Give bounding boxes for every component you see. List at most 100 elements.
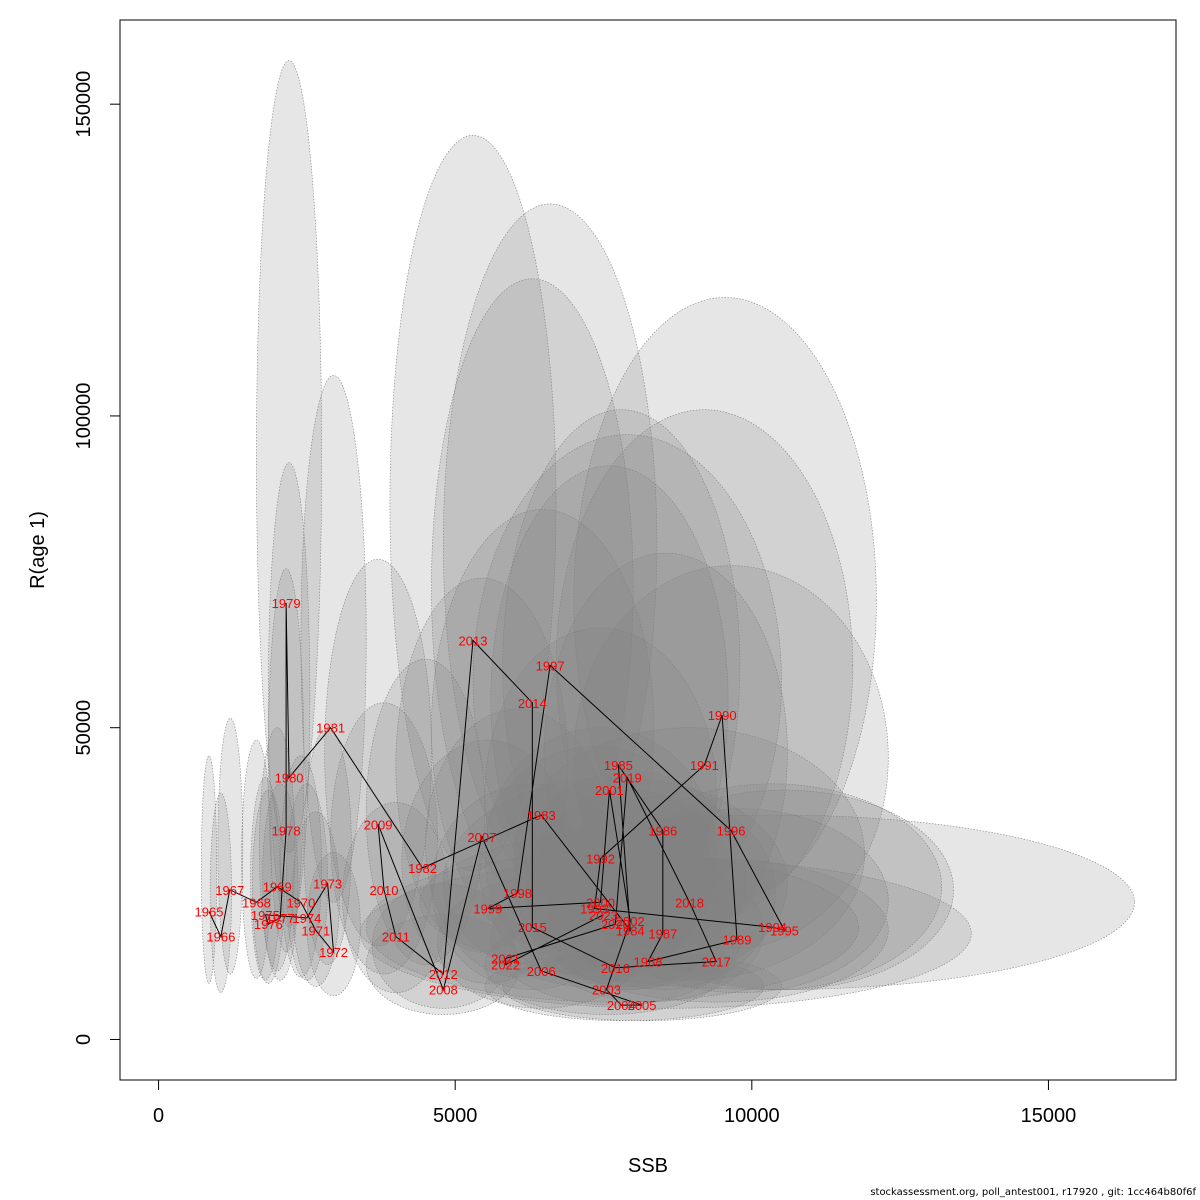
point-label-2001: 2001 [595, 783, 624, 798]
confidence-ellipse-2022 [359, 858, 972, 1009]
point-label-2004: 2004 [607, 998, 636, 1013]
confidence-ellipse-1965 [200, 755, 218, 984]
point-label-2009: 2009 [364, 817, 393, 832]
point-label-1981: 1981 [316, 721, 345, 736]
confidence-ellipse-1974 [285, 783, 328, 981]
confidence-ellipse-1975 [250, 777, 281, 981]
confidence-ellipse-1968 [241, 739, 272, 979]
point-label-1967: 1967 [215, 883, 244, 898]
point-label-1992: 1992 [586, 852, 615, 867]
point-label-2000: 2000 [586, 895, 615, 910]
y-axis-title: R(age 1) [27, 511, 49, 589]
confidence-ellipse-1981 [300, 375, 367, 903]
point-label-2023: 2023 [589, 908, 618, 923]
point-label-1966: 1966 [206, 930, 235, 945]
confidence-ellipse-1973 [303, 727, 352, 965]
y-tick-label: 50000 [73, 700, 95, 756]
confidence-ellipse-2021 [365, 852, 859, 1003]
confidence-ellipse-2006 [437, 877, 646, 1009]
point-label-2015: 2015 [518, 920, 547, 935]
point-label-1977: 1977 [266, 911, 295, 926]
confidence-ellipse-2020 [443, 777, 788, 990]
point-label-1997: 1997 [536, 658, 565, 673]
point-label-1975: 1975 [251, 908, 280, 923]
point-label-1986: 1986 [648, 824, 677, 839]
confidence-ellipse-1976 [251, 789, 285, 984]
confidence-ellipse-2009 [324, 559, 432, 947]
y-tick-label: 100000 [73, 383, 95, 450]
point-label-2016: 2016 [601, 961, 630, 976]
point-label-1965: 1965 [195, 905, 224, 920]
point-label-2005: 2005 [628, 998, 657, 1013]
point-label-1978: 1978 [272, 824, 301, 839]
point-label-2006: 2006 [527, 964, 556, 979]
confidence-ellipse-2001 [490, 465, 729, 934]
point-label-1974: 1974 [292, 911, 321, 926]
y-tick-label: 150000 [73, 71, 95, 138]
confidence-ellipse-1995 [615, 789, 954, 990]
point-label-2019: 2019 [613, 771, 642, 786]
x-axis-title: SSB [628, 1155, 668, 1177]
year-connector-line [208, 602, 786, 1006]
point-label-1968: 1968 [242, 895, 271, 910]
confidence-ellipse-2003 [484, 914, 729, 1015]
confidence-ellipse-1991 [555, 409, 853, 922]
confidence-ellipse-1988 [532, 858, 764, 1003]
confidence-ellipse-1977 [262, 783, 299, 981]
point-label-1993: 1993 [580, 902, 609, 917]
confidence-ellipse-1979 [256, 60, 323, 853]
point-label-1996: 1996 [717, 824, 746, 839]
point-label-1990: 1990 [708, 708, 737, 723]
point-label-1979: 1979 [272, 596, 301, 611]
point-label-2010: 2010 [370, 883, 399, 898]
point-label-1998: 1998 [503, 886, 532, 901]
confidence-ellipse-1994 [603, 783, 942, 990]
confidence-ellipse-1982 [365, 658, 486, 965]
point-label-1988: 1988 [634, 955, 663, 970]
x-tick-label: 5000 [433, 1105, 478, 1127]
point-label-1971: 1971 [301, 923, 330, 938]
point-label-1984: 1984 [616, 923, 645, 938]
point-label-2011: 2011 [382, 930, 410, 945]
point-label-1999: 1999 [473, 902, 502, 917]
confidence-ellipse-1993 [478, 746, 711, 984]
point-label-1969: 1969 [263, 880, 292, 895]
confidence-ellipse-1971 [291, 811, 340, 987]
point-label-1976: 1976 [254, 917, 283, 932]
y-tick-label: 0 [73, 1034, 95, 1045]
point-label-1970: 1970 [286, 895, 315, 910]
y-axis: 0 50000 100000 150000 [73, 71, 121, 1045]
point-label-1982: 1982 [408, 861, 437, 876]
point-label-2007: 2007 [467, 830, 496, 845]
point-label-1994: 1994 [758, 920, 787, 935]
confidence-ellipse-2002 [514, 771, 747, 987]
point-label-2017: 2017 [702, 955, 731, 970]
point-label-2003: 2003 [592, 983, 621, 998]
point-label-1972: 1972 [319, 945, 348, 960]
confidence-ellipse-2011 [342, 802, 450, 994]
confidence-ellipse-1966 [209, 792, 232, 994]
point-label-2014: 2014 [518, 696, 547, 711]
confidence-ellipse-1992 [484, 627, 717, 962]
confidence-ellipse-1990 [573, 297, 877, 903]
point-label-2022: 2022 [491, 958, 520, 973]
point-label-1989: 1989 [723, 933, 752, 948]
x-tick-label: 10000 [724, 1105, 780, 1127]
point-label-2012: 2012 [429, 967, 458, 982]
x-axis: 0 5000 10000 15000 [153, 1079, 1077, 1127]
point-label-2002: 2002 [616, 914, 645, 929]
confidence-ellipse-2000 [484, 727, 717, 981]
x-tick-label: 15000 [1021, 1105, 1077, 1127]
confidence-ellipse-1967 [217, 718, 244, 975]
confidence-ellipse-1972 [306, 852, 361, 997]
confidence-ellipse-1996 [573, 565, 889, 950]
confidence-ellipse-1983 [431, 509, 655, 947]
point-label-2021: 2021 [491, 951, 520, 966]
point-label-2018: 2018 [675, 895, 704, 910]
confidence-ellipse-2008 [365, 914, 521, 1015]
point-label-2013: 2013 [459, 633, 488, 648]
confidence-ellipse-1980 [268, 462, 311, 928]
point-label-1995: 1995 [770, 923, 799, 938]
point-label-1973: 1973 [313, 877, 342, 892]
